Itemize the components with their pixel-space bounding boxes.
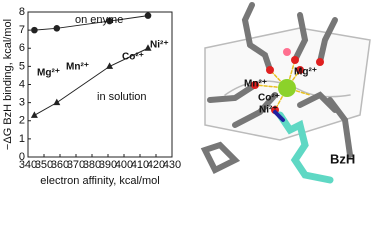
y-tick-label: 7 xyxy=(19,24,25,36)
point xyxy=(53,25,61,32)
x-tick-label: 420 xyxy=(147,159,165,171)
x-tick-label: 370 xyxy=(67,159,85,171)
figure-label: Mn²⁺ xyxy=(244,79,267,90)
point xyxy=(106,17,113,25)
x-tick-label: 360 xyxy=(51,159,69,171)
point xyxy=(144,44,152,51)
point xyxy=(31,26,38,34)
figure-label: Ni²⁺ xyxy=(259,105,278,116)
plot-frame xyxy=(27,11,173,158)
x-tick-label: 380 xyxy=(83,159,101,171)
ligand-n xyxy=(273,110,285,122)
x-tick-label: 340 xyxy=(19,159,37,171)
point xyxy=(53,98,61,106)
residue-sticks xyxy=(200,2,353,175)
x-axis-label: electron affinity, kcal/mol xyxy=(40,175,159,187)
y-tick-label: 4 xyxy=(19,78,25,90)
series-label: in solution xyxy=(97,91,147,103)
y-tick-label: 0 xyxy=(19,151,25,163)
y-tick-label: 8 xyxy=(19,6,25,18)
series-label: on enyme xyxy=(75,14,123,26)
ion-label: Co²⁺ xyxy=(122,52,144,63)
x-tick-label: 390 xyxy=(99,159,117,171)
x-tick-label: 430 xyxy=(163,159,181,171)
y-tick-label: 2 xyxy=(19,115,25,127)
point xyxy=(30,111,38,118)
water xyxy=(283,48,291,56)
y-tick-label: 1 xyxy=(19,133,25,145)
ion-label: Mg²⁺ xyxy=(37,68,60,79)
figure-label: BzH xyxy=(330,151,355,166)
ion-label: Mn²⁺ xyxy=(66,62,89,73)
point xyxy=(144,12,152,19)
y-axis-label: −ΔG BzH binding, kcal/mol xyxy=(2,19,14,150)
figure-label: Mg²⁺ xyxy=(294,67,317,78)
molecule-render xyxy=(200,2,371,184)
y-tick-label: 6 xyxy=(19,42,25,54)
ion-label: Ni²⁺ xyxy=(150,40,169,51)
figure-label: Co²⁺ xyxy=(258,93,280,104)
series-line xyxy=(34,47,149,116)
point xyxy=(106,62,114,69)
x-tick-label: 400 xyxy=(115,159,133,171)
pocket-edge xyxy=(224,80,351,98)
y-tick-label: 5 xyxy=(19,60,25,72)
bzh-ligand xyxy=(276,111,334,184)
x-tick-label: 410 xyxy=(131,159,149,171)
y-tick-label: 3 xyxy=(19,97,25,109)
x-tick-label: 350 xyxy=(35,159,53,171)
metal-ion xyxy=(278,79,296,97)
series-line xyxy=(34,15,149,31)
